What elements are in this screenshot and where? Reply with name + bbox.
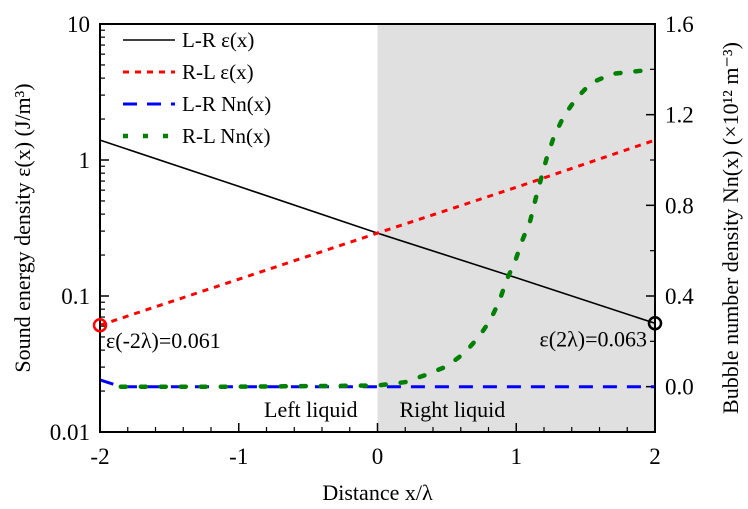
y-right-axis-label: Bubble number density Nn(x) (×10¹² m⁻³) (718, 42, 743, 414)
annotation-marker-1 (647, 316, 663, 331)
y-right-tick-label: 0.4 (665, 284, 694, 309)
y-right-tick-label: 1.2 (665, 103, 694, 128)
legend-label-0: L-R ε(x) (182, 28, 254, 52)
y-right-tick-label: 1.6 (665, 12, 694, 37)
series-line-3 (118, 67, 658, 389)
region-label-right: Right liquid (400, 397, 506, 422)
x-tick-label: 2 (649, 444, 661, 469)
y-left-tick-label: 10 (67, 12, 90, 37)
legend-label-3: R-L Nn(x) (182, 124, 270, 148)
y-right-tick-label: 0.8 (665, 193, 694, 218)
annotation-marker-0 (92, 317, 108, 333)
series-line-1 (99, 138, 656, 327)
legend-label-2: L-R Nn(x) (182, 92, 271, 116)
annotation-label-0: ε(-2λ)=0.061 (106, 328, 221, 353)
y-left-tick-label: 0.01 (50, 420, 90, 445)
x-tick-label: 1 (511, 444, 523, 469)
x-axis-label: Distance x/λ (322, 480, 433, 505)
x-tick-label: 0 (372, 444, 384, 469)
legend-label-1: R-L ε(x) (182, 60, 254, 84)
y-left-tick-label: 1 (79, 148, 91, 173)
plot-frame (99, 23, 656, 433)
series-line-2 (99, 378, 655, 389)
annotation-label-1: ε(2λ)=0.063 (540, 326, 647, 351)
y-right-tick-label: 0.0 (665, 375, 694, 400)
y-left-axis-label: Sound energy density ε(x) (J/m³) (10, 83, 35, 372)
region-label-left: Left liquid (264, 397, 357, 422)
y-left-tick-label: 0.1 (61, 284, 90, 309)
region-right-liquid (377, 24, 655, 432)
x-tick-label: -1 (229, 444, 248, 469)
x-tick-label: -2 (90, 444, 109, 469)
